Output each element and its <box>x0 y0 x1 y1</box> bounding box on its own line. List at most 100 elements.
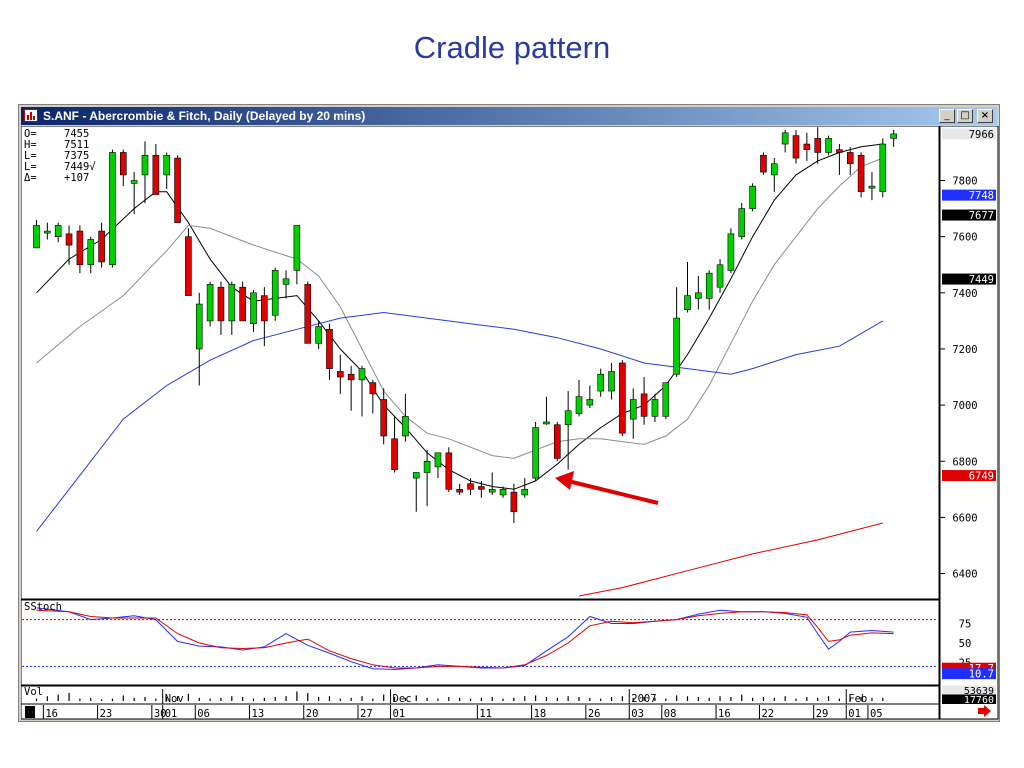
candle-body <box>749 185 756 209</box>
chart-svg: O= 7455 H= 7511 L= 7375 L= 7449√ Δ= +107… <box>21 126 999 720</box>
candle <box>423 450 431 507</box>
price-flag-text: 7748 <box>969 190 994 202</box>
readout-change-label: Δ= <box>24 172 37 184</box>
candle <box>98 222 105 268</box>
candle-body <box>456 489 463 493</box>
price-flag-text: 7966 <box>969 129 994 141</box>
candle <box>271 267 279 321</box>
volume-flag: 53639 <box>942 685 996 697</box>
candle <box>347 365 355 411</box>
candle-body <box>467 483 474 490</box>
candle <box>510 483 518 524</box>
candle <box>825 135 832 156</box>
candle <box>261 287 268 347</box>
candle <box>434 452 442 479</box>
candle <box>54 222 62 243</box>
candle-body <box>271 270 279 316</box>
candle <box>499 486 507 498</box>
close-button[interactable]: × <box>977 109 993 123</box>
price-flag: 7677 <box>942 209 996 222</box>
candle-body <box>781 132 789 145</box>
candle <box>163 152 170 189</box>
candle <box>478 480 485 498</box>
candle <box>152 144 160 195</box>
price-tick-label: 7400 <box>952 288 977 300</box>
price-tick-label: 7000 <box>952 400 977 412</box>
candle <box>467 478 474 495</box>
stoch-flag: 10.7 <box>942 668 996 681</box>
date-label: 08 <box>664 708 677 720</box>
candle <box>738 202 746 240</box>
stoch-tick-label: 75 <box>959 619 972 631</box>
readout-high-label: H= <box>24 139 37 151</box>
candle-body <box>33 225 40 249</box>
date-label: 11 <box>479 708 492 720</box>
candle <box>315 320 322 349</box>
candle-body <box>250 292 257 324</box>
candle-body <box>868 185 876 189</box>
price-flag-text: 6749 <box>969 471 994 483</box>
moving-average-line <box>36 311 884 532</box>
candle-body <box>478 486 485 490</box>
candle <box>33 219 40 249</box>
candle <box>879 138 887 198</box>
candle-body <box>65 233 73 246</box>
readout-open-label: O= <box>24 128 37 140</box>
month-label: Feb <box>848 693 867 705</box>
candle-body <box>217 286 225 322</box>
candle-body <box>695 292 702 299</box>
volume-flag: 17760 <box>942 694 996 706</box>
candle-body <box>228 284 236 322</box>
candle-body <box>727 233 735 271</box>
candle <box>695 275 702 310</box>
candle-body <box>98 230 105 263</box>
candle <box>206 281 214 327</box>
candle <box>87 236 95 274</box>
candle <box>293 225 301 285</box>
ohlc-readout: O= 7455 H= 7511 L= 7375 L= 7449√ Δ= +107 <box>24 128 96 184</box>
candle-body <box>44 230 51 234</box>
window-titlebar[interactable]: S.ANF - Abercrombie & Fitch, Daily (Dela… <box>21 107 997 125</box>
candle <box>705 270 713 310</box>
price-flag-bg <box>942 209 996 221</box>
candle-body <box>261 295 268 322</box>
candle <box>629 388 637 439</box>
scroll-handle[interactable] <box>25 706 35 718</box>
candle <box>76 225 84 274</box>
candle <box>195 292 203 386</box>
scroll-right-arrow-icon[interactable] <box>978 705 991 717</box>
candle <box>44 222 51 240</box>
candle <box>781 130 789 153</box>
month-label: Dec <box>393 693 412 705</box>
candle-body <box>206 284 214 322</box>
candle <box>250 290 257 333</box>
candle-body <box>564 410 572 426</box>
minimize-button[interactable]: _ <box>939 109 955 123</box>
candle <box>445 447 453 493</box>
candle-body <box>803 143 811 150</box>
candle <box>684 261 691 313</box>
candle <box>564 391 572 470</box>
price-flag-bg <box>942 273 996 285</box>
candle-body <box>619 362 626 434</box>
date-label: 05 <box>870 708 883 720</box>
price-tick-label: 7600 <box>952 232 977 244</box>
stoch-panel <box>21 599 940 686</box>
candle-body <box>412 472 420 479</box>
candle <box>185 228 192 296</box>
candle-body <box>879 143 887 193</box>
stoch-label: SStoch <box>24 601 62 613</box>
stoch-d-line <box>36 609 894 669</box>
candle-body <box>543 421 550 425</box>
date-label: 30 <box>154 708 167 720</box>
maximize-button[interactable]: □ <box>957 109 973 123</box>
candle-body <box>304 284 312 344</box>
candle-body <box>760 154 767 173</box>
chart-app-icon <box>24 109 38 122</box>
candle <box>890 130 897 147</box>
candle-body <box>846 152 854 164</box>
candle-body <box>434 452 442 468</box>
candle-body <box>141 154 149 176</box>
candle <box>760 152 767 175</box>
candle-body <box>825 138 832 153</box>
